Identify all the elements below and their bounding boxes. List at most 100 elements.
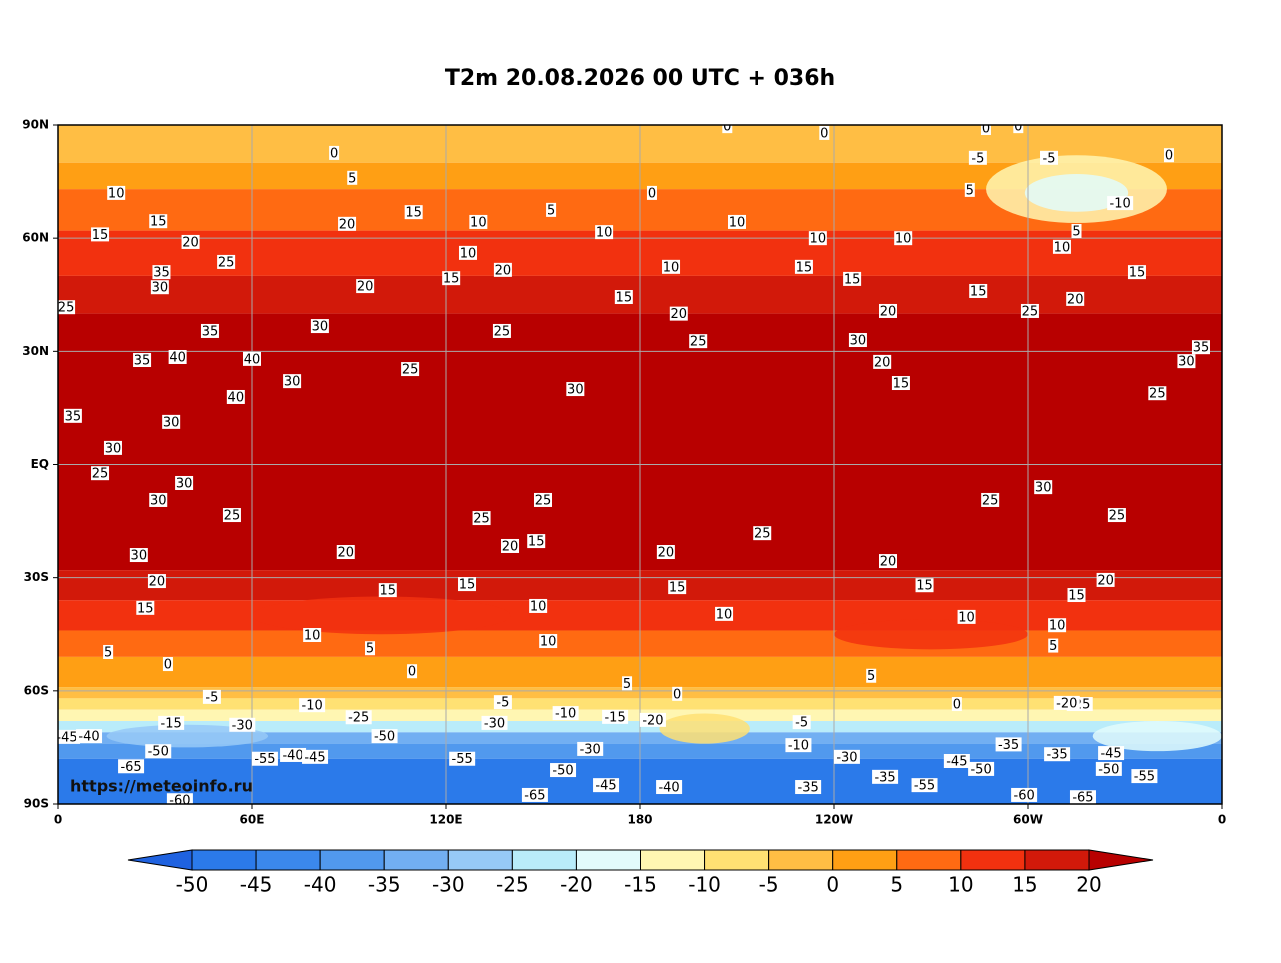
contour-label: 15 bbox=[970, 284, 987, 299]
contour-label: 15 bbox=[92, 228, 109, 243]
contour-label-box bbox=[103, 644, 114, 659]
contour-label: 25 bbox=[982, 493, 999, 508]
contour-label-box bbox=[118, 759, 145, 774]
contour-label-box bbox=[481, 715, 508, 730]
contour-label: -55 bbox=[1134, 770, 1155, 785]
contour-label: 30 bbox=[1035, 481, 1052, 496]
contour-label-box bbox=[378, 583, 397, 598]
contour-label-box bbox=[472, 511, 491, 526]
colorbar-segment bbox=[191, 849, 257, 871]
contour-label: 20 bbox=[339, 217, 356, 232]
contour-label-box bbox=[152, 265, 171, 280]
contour-label-box bbox=[407, 664, 418, 679]
contour-label: 25 bbox=[218, 255, 235, 270]
contour-label-box bbox=[147, 574, 166, 589]
contour-label-box bbox=[1163, 148, 1174, 163]
contour-label: 5 bbox=[966, 183, 974, 198]
contour-label-box bbox=[866, 668, 877, 683]
contour-label: 10 bbox=[1049, 619, 1066, 634]
contour-label: 10 bbox=[895, 232, 912, 247]
contour-label-box bbox=[76, 729, 103, 744]
contour-label-box bbox=[980, 125, 991, 136]
contour-label-box bbox=[338, 216, 357, 231]
contour-label-box bbox=[226, 389, 245, 404]
contour-label: 20 bbox=[357, 280, 374, 295]
contour-label-box bbox=[404, 205, 423, 220]
contour-label: 10 bbox=[958, 610, 975, 625]
colorbar-tick-label: -15 bbox=[624, 873, 657, 897]
contour-label-box bbox=[672, 686, 683, 701]
contour-label: -30 bbox=[484, 716, 505, 731]
contour-label: 15 bbox=[459, 578, 476, 593]
contour-label: -10 bbox=[788, 739, 809, 754]
contour-label: 20 bbox=[149, 575, 166, 590]
contour-label: 30 bbox=[1178, 355, 1195, 370]
contour-label-box bbox=[602, 709, 629, 724]
colorbar-tick-label: -25 bbox=[496, 873, 529, 897]
contour-label: -30 bbox=[232, 718, 253, 733]
contour-label-box bbox=[891, 376, 910, 391]
contour-label: 30 bbox=[176, 476, 193, 491]
contour-label: 20 bbox=[337, 546, 354, 561]
contour-label-box bbox=[794, 259, 813, 274]
contour-label-box bbox=[964, 182, 975, 197]
contour-label: 25 bbox=[1109, 509, 1126, 524]
contour-label: 0 bbox=[953, 698, 961, 713]
contour-label: 30 bbox=[312, 320, 329, 335]
contour-label-box bbox=[345, 710, 372, 725]
contour-label-box bbox=[347, 170, 358, 185]
contour-label-box bbox=[299, 698, 326, 713]
contour-label: 20 bbox=[874, 355, 891, 370]
contour-label: 0 bbox=[1014, 120, 1022, 135]
contour-label-box bbox=[848, 333, 867, 348]
contour-label: -65 bbox=[120, 760, 141, 775]
contour-label: 20 bbox=[1067, 292, 1084, 307]
contour-label-box bbox=[103, 440, 122, 455]
contour-label-box bbox=[722, 125, 733, 134]
contour-label: -60 bbox=[1014, 788, 1035, 803]
contour-label: 25 bbox=[224, 509, 241, 524]
contour-label-box bbox=[911, 778, 938, 793]
contour-label: 20 bbox=[182, 235, 199, 250]
contour-label: 5 bbox=[348, 171, 356, 186]
contour-label-box bbox=[968, 761, 995, 776]
contour-label-box bbox=[1011, 787, 1038, 802]
contour-label-box bbox=[566, 382, 585, 397]
contour-label: 15 bbox=[528, 535, 545, 550]
temperature-region bbox=[252, 596, 511, 635]
contour-label-box bbox=[1013, 125, 1024, 134]
contour-label-box bbox=[915, 578, 934, 593]
contour-label-box bbox=[365, 641, 376, 656]
y-tick-label: EQ bbox=[31, 457, 49, 471]
temperature-region bbox=[834, 619, 1028, 650]
colorbar-tick-label: -40 bbox=[304, 873, 337, 897]
contour-label-box bbox=[995, 737, 1022, 752]
contour-label: -40 bbox=[78, 730, 99, 745]
colorbar-tick-label: 0 bbox=[826, 873, 839, 897]
contour-label-box bbox=[302, 749, 329, 764]
y-tick-label: 60N bbox=[22, 231, 49, 245]
contour-label: 30 bbox=[567, 383, 584, 398]
contour-label: -40 bbox=[658, 781, 679, 796]
contour-label-box bbox=[614, 290, 633, 305]
contour-label-box bbox=[166, 793, 193, 804]
contour-label-box bbox=[1048, 638, 1059, 653]
contour-label-box bbox=[202, 689, 221, 704]
x-tick-label: 120W bbox=[815, 813, 853, 827]
contour-label-box bbox=[469, 214, 488, 229]
contour-label: 25 bbox=[494, 324, 511, 339]
contour-label-box bbox=[1098, 746, 1125, 761]
contour-label-box bbox=[493, 695, 512, 710]
contour-label-box bbox=[753, 526, 772, 541]
contour-label: -25 bbox=[348, 711, 369, 726]
contour-label: 25 bbox=[754, 527, 771, 542]
contour-label-box bbox=[129, 548, 148, 563]
contour-label-box bbox=[1107, 508, 1126, 523]
contour-label: 35 bbox=[202, 324, 219, 339]
contour-label-box bbox=[458, 245, 477, 260]
contour-label-box bbox=[792, 715, 811, 730]
contour-label: 5 bbox=[1072, 224, 1080, 239]
contour-label: 35 bbox=[153, 266, 170, 281]
contour-label: 0 bbox=[1165, 149, 1173, 164]
colorbar-tick-label: -45 bbox=[240, 873, 273, 897]
